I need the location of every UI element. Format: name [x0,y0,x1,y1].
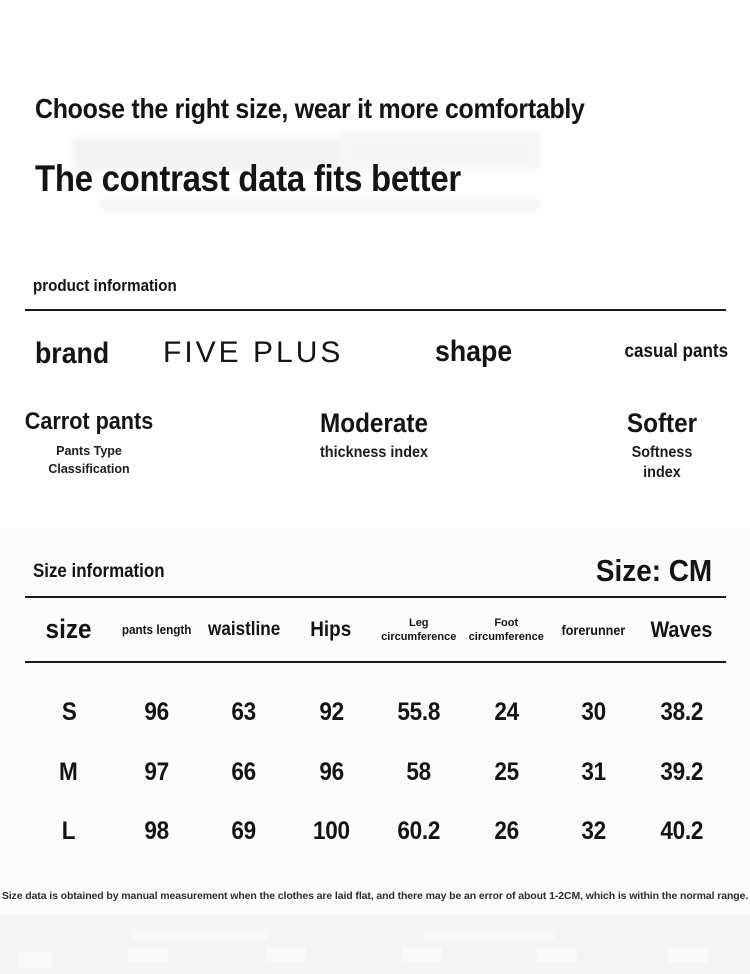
cell: 100 [312,817,350,845]
cell: 96 [319,758,344,786]
cell: M [59,758,79,786]
cell: 66 [231,758,257,786]
disclaimer-text: Size data is obtained by manual measurem… [1,890,749,902]
shape-label: shape [435,335,513,368]
size-info-section-label: Size information [33,561,165,582]
attribute-softness: Softer Softness index [618,408,706,483]
shape-value: casual pants [624,341,728,362]
attribute-value: Moderate [319,408,429,438]
cell: 63 [231,698,257,726]
cell: 69 [231,817,257,845]
product-info-section-label: product information [33,276,177,295]
headline-secondary: The contrast data fits better [35,158,514,200]
header-cell-leg-circumference: Leg circumference [381,616,457,643]
divider [25,309,726,311]
bottom-ghost [132,930,268,940]
cell: 92 [319,698,344,726]
attribute-thickness: Moderate thickness index [314,408,434,463]
cell: 31 [581,758,607,786]
bottom-ghost [537,948,577,962]
bottom-ghost [425,930,555,940]
headline-secondary-text: The contrast data fits better [35,158,461,199]
attribute-sublabel: Softness index [631,444,693,482]
attribute-value: Softer [626,408,698,438]
header-cell-pants-length: pants length [121,621,192,637]
cell: S [61,698,77,726]
attribute-sublabel: thickness index [319,444,429,462]
size-section-background [0,528,750,915]
headline-primary: Choose the right size, wear it more comf… [35,93,653,125]
header-cell-size: size [45,614,92,645]
watermark-ghost [100,197,540,212]
bottom-ghost [266,948,306,962]
cell: 97 [144,758,169,786]
attribute-sublabel: Pants Type Classification [48,443,130,476]
cell: 30 [581,698,607,726]
cell: 55.8 [397,698,441,726]
cell: 98 [144,817,169,845]
header-cell-foot-circumference: Foot circumference [468,616,544,643]
cell: 26 [494,817,519,845]
watermark-ghost [340,132,540,170]
table-row-l: L 98 69 100 60.2 26 32 40.2 [25,802,725,861]
bottom-ghost [668,948,708,962]
header-cell-waistline: waistline [207,619,280,641]
divider [25,661,726,663]
cell: L [61,817,76,845]
cell: 96 [144,698,169,726]
header-cell-waves: Waves [650,617,713,643]
attribute-pants-type: Carrot pants Pants Type Classification [18,408,161,478]
divider [25,596,726,598]
cell: 39.2 [659,758,703,786]
cell: 32 [581,817,607,845]
cell: 58 [406,758,432,786]
header-cell-forerunner: forerunner [561,621,626,638]
cell: 25 [494,758,519,786]
cell: 40.2 [659,817,703,845]
size-unit-label: Size: CM [595,553,712,588]
bottom-ghost [402,948,442,962]
attribute-value: Carrot pants [24,408,154,435]
cell: 24 [494,698,519,726]
table-row-m: M 97 66 96 58 25 31 39.2 [25,743,725,802]
brand-label: brand [35,337,110,370]
cell: 60.2 [397,817,441,845]
cell: 38.2 [659,698,703,726]
bottom-strip [0,915,750,974]
table-row-s: S 96 63 92 55.8 24 30 38.2 [25,683,725,742]
header-cell-hips: Hips [310,617,352,641]
brand-value: FIVE PLUS [163,336,344,369]
size-table-header: size pants length waistline Hips Leg cir… [25,601,725,659]
bottom-ghost [128,948,168,962]
bottom-ghost [18,952,52,968]
headline-primary-text: Choose the right size, wear it more comf… [35,93,585,124]
